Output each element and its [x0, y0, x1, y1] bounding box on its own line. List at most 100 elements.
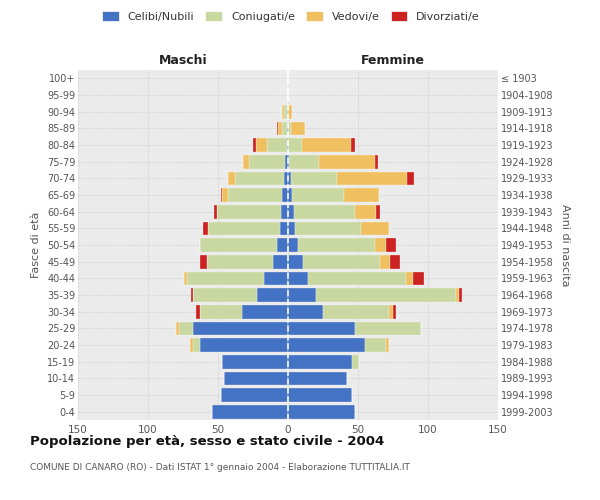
Bar [277, 238, 288, 252]
Text: Popolazione per età, sesso e stato civile - 2004: Popolazione per età, sesso e stato civil… [30, 435, 384, 448]
Bar [256, 138, 267, 152]
Text: Maschi: Maschi [158, 54, 208, 66]
Bar [393, 305, 396, 318]
Bar [288, 238, 298, 252]
Bar [288, 172, 291, 185]
Bar [288, 155, 289, 168]
Bar [298, 238, 375, 252]
Bar [217, 205, 281, 218]
Bar [200, 255, 207, 268]
Bar [207, 255, 272, 268]
Bar [200, 338, 288, 352]
Bar [375, 238, 386, 252]
Bar [288, 122, 291, 135]
Bar [278, 122, 283, 135]
Bar [200, 238, 277, 252]
Bar [208, 222, 280, 235]
Bar [386, 338, 389, 352]
Bar [352, 355, 359, 368]
Bar [304, 255, 380, 268]
Bar [288, 188, 292, 202]
Bar [284, 105, 287, 118]
Bar [196, 305, 200, 318]
Bar [389, 305, 393, 318]
Bar [295, 222, 361, 235]
Legend: Celibi/Nubili, Coniugati/e, Vedovi/e, Divorziati/e: Celibi/Nubili, Coniugati/e, Vedovi/e, Di… [99, 8, 483, 25]
Bar [214, 205, 217, 218]
Bar [281, 205, 288, 218]
Bar [288, 355, 352, 368]
Bar [191, 288, 193, 302]
Bar [249, 155, 285, 168]
Bar [337, 172, 407, 185]
Bar [187, 272, 264, 285]
Bar [406, 272, 413, 285]
Bar [288, 288, 316, 302]
Bar [221, 188, 222, 202]
Bar [319, 155, 375, 168]
Bar [413, 272, 424, 285]
Bar [224, 372, 288, 385]
Bar [190, 338, 193, 352]
Bar [288, 338, 365, 352]
Bar [291, 122, 305, 135]
Bar [257, 288, 288, 302]
Bar [235, 172, 284, 185]
Bar [193, 288, 257, 302]
Bar [277, 122, 278, 135]
Bar [375, 155, 377, 168]
Bar [200, 305, 242, 318]
Bar [287, 105, 288, 118]
Bar [264, 272, 288, 285]
Bar [316, 288, 456, 302]
Bar [291, 172, 337, 185]
Bar [283, 122, 287, 135]
Bar [365, 338, 386, 352]
Bar [288, 405, 355, 418]
Bar [284, 172, 288, 185]
Bar [222, 355, 288, 368]
Bar [351, 138, 355, 152]
Bar [193, 338, 200, 352]
Bar [292, 188, 344, 202]
Bar [293, 205, 355, 218]
Bar [380, 255, 390, 268]
Bar [228, 172, 235, 185]
Bar [302, 138, 351, 152]
Text: Femmine: Femmine [361, 54, 425, 66]
Bar [407, 172, 414, 185]
Bar [221, 388, 288, 402]
Bar [184, 272, 187, 285]
Bar [212, 405, 288, 418]
Bar [288, 272, 308, 285]
Bar [288, 205, 293, 218]
Bar [288, 388, 352, 402]
Bar [287, 138, 288, 152]
Bar [243, 155, 249, 168]
Bar [355, 205, 376, 218]
Bar [289, 155, 319, 168]
Bar [253, 138, 256, 152]
Bar [179, 322, 193, 335]
Bar [267, 138, 287, 152]
Bar [459, 288, 461, 302]
Bar [222, 188, 228, 202]
Bar [288, 105, 292, 118]
Bar [288, 255, 304, 268]
Bar [272, 255, 288, 268]
Bar [361, 222, 389, 235]
Bar [308, 272, 406, 285]
Bar [344, 188, 379, 202]
Bar [376, 205, 380, 218]
Bar [287, 122, 288, 135]
Bar [456, 288, 459, 302]
Bar [323, 305, 389, 318]
Bar [283, 188, 288, 202]
Bar [242, 305, 288, 318]
Bar [288, 305, 323, 318]
Bar [280, 222, 288, 235]
Bar [288, 322, 355, 335]
Bar [176, 322, 179, 335]
Bar [193, 322, 288, 335]
Bar [203, 222, 208, 235]
